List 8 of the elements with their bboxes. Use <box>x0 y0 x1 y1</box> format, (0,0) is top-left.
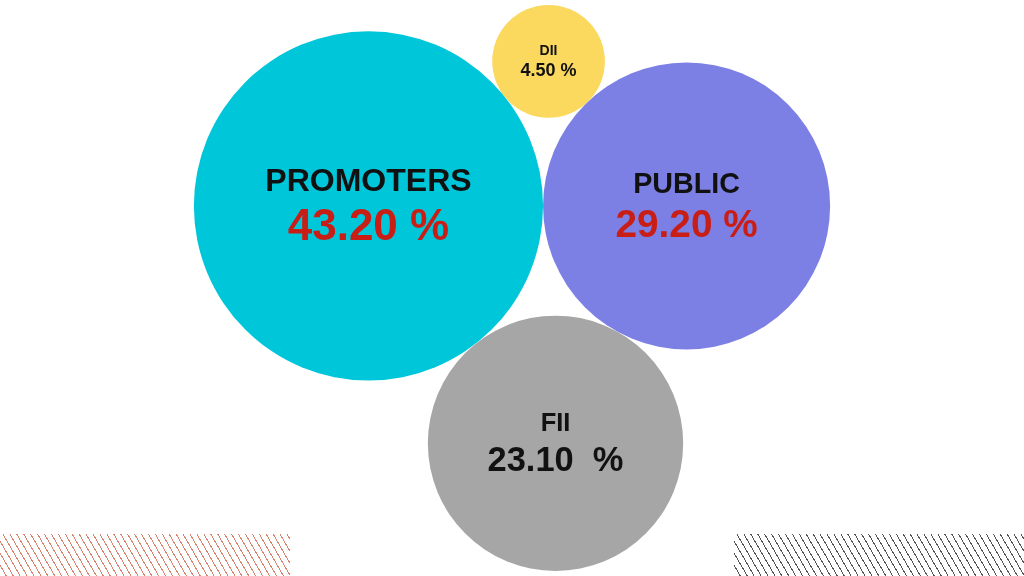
data-label: 29.20 % <box>615 201 758 245</box>
data-label: 4.50 % <box>520 60 577 81</box>
data-label: 23.10 % <box>487 439 624 478</box>
category-label: PUBLIC <box>633 166 740 199</box>
category-label: DII <box>539 42 558 59</box>
category-label: PROMOTERS <box>265 161 472 198</box>
category-label: FII <box>540 408 571 437</box>
data-label: 43.20 % <box>287 200 450 250</box>
